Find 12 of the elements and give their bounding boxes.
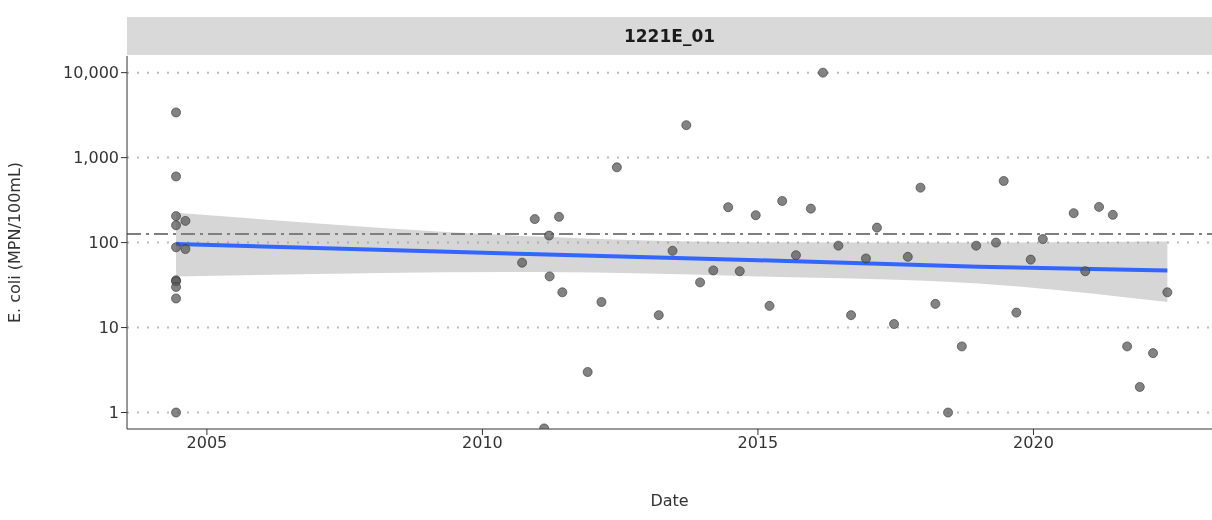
- y-tick-label: 1: [108, 403, 119, 423]
- y-tick-label: 1,000: [73, 148, 119, 168]
- x-tick-label: 2005: [186, 433, 228, 453]
- x-tick-label: 2015: [737, 433, 779, 453]
- x-tick-label: 2010: [462, 433, 503, 453]
- chart-title: 1221E_01: [127, 17, 1212, 55]
- x-tick-label: 2020: [1013, 433, 1054, 453]
- y-tick-label: 10,000: [63, 63, 119, 83]
- y-axis-title: E. coli (MPN/100mL): [4, 161, 24, 324]
- y-tick-label: 10: [98, 318, 119, 338]
- y-tick-label: 100: [88, 233, 119, 253]
- x-axis-title: Date: [650, 491, 689, 510]
